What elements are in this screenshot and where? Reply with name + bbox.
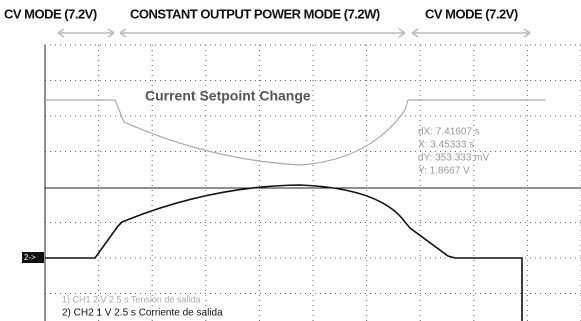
cursor-line: dY: 353.333 mV: [418, 153, 489, 164]
channel-info: 2) CH2 1 V 2.5 s Corriente de salida: [62, 308, 223, 319]
annotation: Current Setpoint Change: [145, 88, 311, 104]
mode-label: CONSTANT OUTPUT POWER MODE (7.2W): [130, 6, 380, 21]
mode-label: CV MODE (7.2V): [4, 6, 97, 21]
cursor-readout: dX: 7.41607 s X: 3.45333 s dY: 353.333 m…: [418, 127, 489, 177]
cursor-line: Y: 1.8667 V: [418, 166, 470, 177]
scope-screenshot: CV MODE (7.2V) CONSTANT OUTPUT POWER MOD…: [0, 0, 581, 321]
cursor-line: X: 3.45333 s: [418, 140, 474, 151]
channel-marker: 2->: [24, 253, 36, 262]
cursor-line: dX: 7.41607 s: [418, 127, 480, 138]
channel-info: 1) CH1 2 V 2.5 s Tension de salida: [62, 294, 200, 304]
mode-label: CV MODE (7.2V): [425, 6, 518, 21]
mode-arrows: [58, 29, 530, 37]
scope-grid: [45, 45, 581, 321]
